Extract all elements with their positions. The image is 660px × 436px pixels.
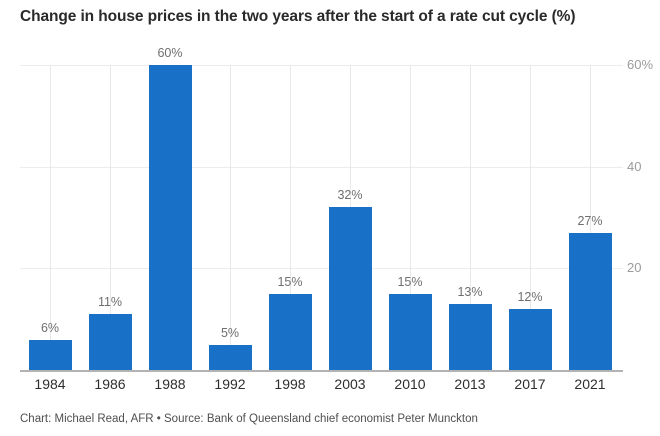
y-axis-tick-label: 20 — [627, 260, 642, 276]
h-gridline — [20, 65, 623, 66]
y-axis-tick-label: 40 — [627, 158, 642, 174]
x-axis-label: 1984 — [34, 376, 66, 392]
bar-value-label: 5% — [220, 325, 240, 340]
x-axis-label: 1998 — [274, 376, 306, 392]
v-gridline — [589, 65, 591, 370]
x-axis-label: 2010 — [394, 376, 426, 392]
v-gridline — [109, 65, 111, 370]
plot-area: 60% 40 20 6% 1984 11% 1986 60% 1988 5% 1992 15% 1998… — [20, 46, 653, 392]
v-gridline — [229, 65, 231, 370]
bar-value-label: 11% — [97, 295, 123, 310]
v-gridline — [529, 65, 531, 370]
v-gridline — [409, 65, 411, 370]
x-axis-label: 1988 — [154, 376, 186, 392]
x-axis-label: 2003 — [334, 376, 366, 392]
y-axis-tick-label: 60% — [627, 57, 654, 72]
bar-1988 — [148, 65, 192, 370]
x-axis-label: 2021 — [574, 376, 606, 392]
bar-value-label: 13% — [457, 284, 483, 299]
bar-value-label: 15% — [277, 274, 303, 289]
bar-value-label: 15% — [397, 274, 423, 289]
bar-2021 — [568, 232, 612, 370]
x-axis-line — [20, 370, 623, 372]
x-axis-label: 2013 — [454, 376, 486, 392]
bar-2017 — [508, 309, 552, 370]
h-gridline — [20, 268, 623, 270]
bar-2010 — [388, 293, 432, 370]
x-axis-label: 2017 — [514, 376, 546, 392]
x-axis-label: 1986 — [94, 376, 126, 392]
bar-2013 — [448, 303, 492, 370]
v-gridline — [289, 65, 291, 370]
v-gridline — [49, 65, 51, 370]
h-gridline — [20, 166, 623, 168]
bar-value-label: 27% — [577, 213, 603, 228]
x-axis-label: 1992 — [214, 376, 246, 392]
bar-1984 — [28, 339, 72, 370]
chart-title: Change in house prices in the two years … — [20, 8, 576, 25]
chart-source-note: Chart: Michael Read, AFR • Source: Bank … — [20, 413, 478, 425]
bar-1986 — [88, 314, 132, 370]
bar-1998 — [268, 293, 312, 370]
bar-value-label: 12% — [517, 290, 543, 304]
bar-value-label: 32% — [337, 188, 363, 203]
bar-1992 — [208, 344, 252, 370]
v-gridline — [469, 65, 471, 370]
bar-value-label: 60% — [157, 46, 183, 60]
bar-value-label: 6% — [40, 320, 60, 335]
bar-2003 — [328, 207, 372, 370]
